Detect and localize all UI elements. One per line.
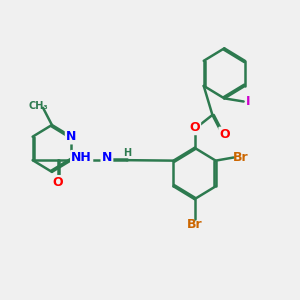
Text: CH₃: CH₃	[29, 101, 48, 111]
Text: H: H	[123, 148, 131, 158]
Text: O: O	[189, 121, 200, 134]
Text: O: O	[52, 176, 63, 189]
Text: NH: NH	[71, 151, 92, 164]
Text: Br: Br	[233, 151, 249, 164]
Text: O: O	[220, 128, 230, 141]
Text: I: I	[246, 95, 250, 108]
Text: N: N	[102, 151, 112, 164]
Text: N: N	[66, 130, 76, 143]
Text: Br: Br	[187, 218, 203, 231]
